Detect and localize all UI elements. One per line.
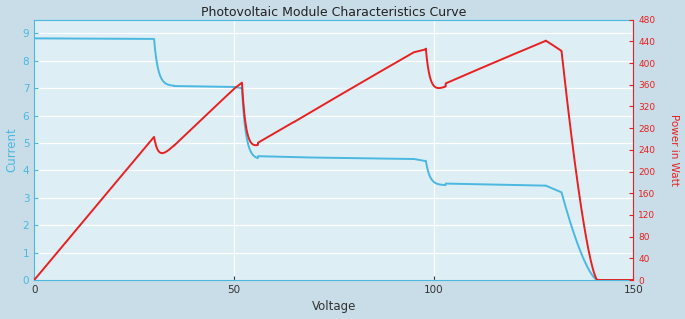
Y-axis label: Current: Current <box>5 128 18 172</box>
Title: Photovoltaic Module Characteristics Curve: Photovoltaic Module Characteristics Curv… <box>201 5 466 19</box>
X-axis label: Voltage: Voltage <box>312 300 356 314</box>
Y-axis label: Power in Watt: Power in Watt <box>669 114 680 186</box>
